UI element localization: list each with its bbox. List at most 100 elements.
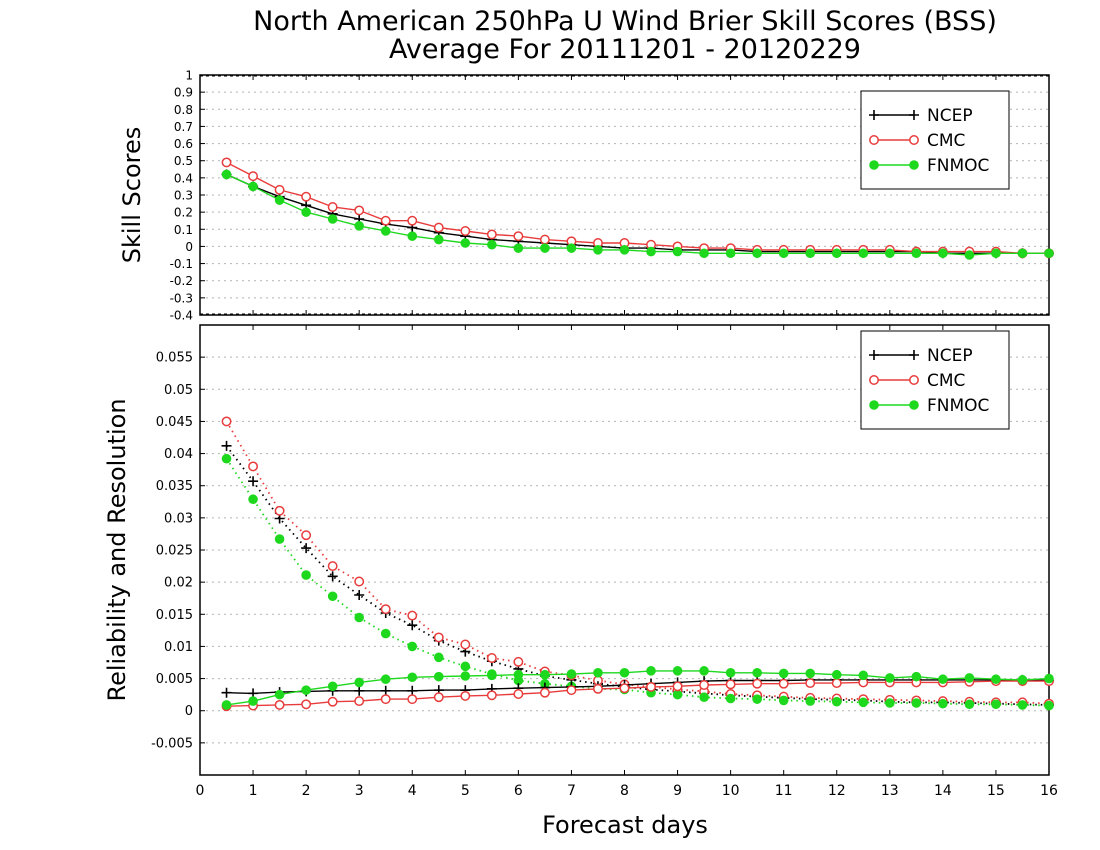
legend-marker bbox=[869, 350, 879, 360]
legend-marker bbox=[909, 400, 919, 410]
data-point-fnmoc bbox=[380, 628, 391, 639]
y-tick-label: 0.05 bbox=[164, 383, 193, 398]
data-point-cmc bbox=[274, 699, 285, 710]
data-point-fnmoc bbox=[699, 248, 709, 259]
x-axis-label: Forecast days bbox=[542, 811, 708, 839]
data-point-fnmoc bbox=[805, 696, 816, 706]
data-point-fnmoc bbox=[433, 671, 444, 682]
data-point-fnmoc bbox=[487, 239, 497, 250]
data-point-ncep bbox=[301, 543, 312, 554]
data-point-fnmoc bbox=[672, 689, 683, 700]
data-point-ncep bbox=[407, 620, 418, 631]
legend-marker bbox=[909, 350, 919, 360]
data-point-cmc bbox=[566, 685, 577, 696]
data-point-cmc bbox=[460, 639, 471, 650]
y-tick-label: 0.015 bbox=[156, 608, 193, 623]
data-point-fnmoc bbox=[380, 674, 391, 685]
data-point-fnmoc bbox=[964, 250, 975, 260]
data-point-cmc bbox=[407, 215, 418, 226]
reliability-resolution-panel: -0.005 0 0.005 0.01 0.015 0.02 0.025 0.03 0.035 0… bbox=[103, 324, 1058, 799]
data-point-cmc bbox=[433, 632, 444, 643]
data-point-fnmoc bbox=[911, 671, 922, 682]
data-point-fnmoc bbox=[752, 694, 762, 704]
legend-label: NCEP bbox=[927, 346, 973, 366]
data-point-fnmoc bbox=[540, 669, 550, 680]
y-tick-label: 0.03 bbox=[164, 511, 193, 526]
data-point-fnmoc bbox=[672, 246, 683, 257]
data-point-fnmoc bbox=[433, 652, 444, 663]
legend-label: CMC bbox=[927, 371, 965, 391]
y-tick-label: 0.6 bbox=[174, 137, 193, 151]
data-point-fnmoc bbox=[274, 534, 285, 544]
data-point-fnmoc bbox=[831, 248, 842, 259]
legend-item-fnmoc: FNMOC bbox=[869, 396, 989, 416]
legend-label: NCEP bbox=[927, 106, 973, 126]
legend-marker bbox=[869, 110, 879, 120]
data-point-cmc bbox=[301, 699, 312, 710]
data-point-cmc bbox=[805, 678, 816, 689]
y-tick-label: -0.2 bbox=[170, 274, 193, 288]
data-point-fnmoc bbox=[301, 570, 311, 580]
y-tick-label: 0 bbox=[185, 704, 193, 719]
data-point-fnmoc bbox=[619, 667, 630, 678]
legend: NCEP CMC FNMOC bbox=[860, 90, 1010, 190]
data-point-cmc bbox=[513, 231, 524, 242]
x-tick-label: 16 bbox=[1040, 783, 1058, 799]
x-tick-label: 11 bbox=[775, 783, 793, 799]
y-tick-label: 0.1 bbox=[174, 223, 193, 237]
data-point-ncep bbox=[221, 687, 232, 698]
data-point-fnmoc bbox=[407, 641, 418, 652]
data-point-fnmoc bbox=[248, 181, 258, 192]
data-point-cmc bbox=[327, 696, 338, 707]
legend-marker bbox=[869, 135, 879, 145]
y-tick-label: 0.2 bbox=[174, 206, 193, 220]
data-point-fnmoc bbox=[885, 248, 895, 259]
x-tick-label: 8 bbox=[620, 783, 629, 799]
data-point-fnmoc bbox=[778, 248, 789, 259]
data-point-cmc bbox=[274, 505, 285, 516]
series-line-fnmoc bbox=[225, 458, 1050, 707]
data-point-fnmoc bbox=[805, 248, 816, 259]
x-tick-label: 12 bbox=[828, 783, 846, 799]
data-point-fnmoc bbox=[699, 666, 709, 676]
chart-subtitle: Average For 20111201 - 20120229 bbox=[389, 34, 861, 65]
data-point-cmc bbox=[672, 681, 683, 692]
data-point-fnmoc bbox=[991, 699, 1001, 710]
series-cmc-solid bbox=[221, 676, 1054, 712]
data-point-cmc bbox=[221, 416, 232, 427]
data-point-fnmoc bbox=[301, 685, 311, 695]
data-point-cmc bbox=[407, 694, 418, 705]
legend-marker bbox=[869, 375, 879, 385]
data-point-cmc bbox=[380, 694, 391, 705]
data-point-fnmoc bbox=[513, 243, 524, 253]
y-tick-label: -0.3 bbox=[170, 291, 193, 305]
data-point-cmc bbox=[646, 681, 656, 692]
data-point-cmc bbox=[274, 184, 285, 195]
y-tick-label: 0.8 bbox=[174, 103, 193, 117]
data-point-ncep bbox=[407, 685, 418, 696]
data-point-cmc bbox=[752, 678, 763, 689]
data-point-fnmoc bbox=[619, 245, 630, 255]
data-point-fnmoc bbox=[964, 673, 975, 683]
y-axis-label: Skill Scores bbox=[118, 127, 146, 264]
y-tick-label: 0.9 bbox=[174, 86, 193, 100]
y-tick-label: -0.1 bbox=[170, 257, 193, 271]
data-point-cmc bbox=[221, 157, 232, 168]
data-point-fnmoc bbox=[911, 698, 922, 708]
x-tick-label: 15 bbox=[987, 783, 1005, 799]
data-point-fnmoc bbox=[487, 670, 497, 681]
data-point-fnmoc bbox=[593, 245, 603, 255]
data-point-cmc bbox=[486, 229, 497, 240]
x-tick-label: 9 bbox=[673, 783, 682, 799]
y-tick-label: 0.02 bbox=[164, 576, 193, 591]
data-point-fnmoc bbox=[566, 669, 577, 679]
data-point-fnmoc bbox=[646, 246, 656, 257]
data-point-fnmoc bbox=[778, 668, 789, 679]
legend: NCEP CMC FNMOC bbox=[860, 330, 1010, 430]
legend-item-cmc: CMC bbox=[869, 131, 965, 151]
legend-marker bbox=[909, 110, 919, 120]
y-tick-label: 0.045 bbox=[156, 415, 193, 430]
x-tick-label: 3 bbox=[355, 783, 364, 799]
data-point-cmc bbox=[354, 696, 365, 707]
data-point-fnmoc bbox=[274, 195, 285, 205]
